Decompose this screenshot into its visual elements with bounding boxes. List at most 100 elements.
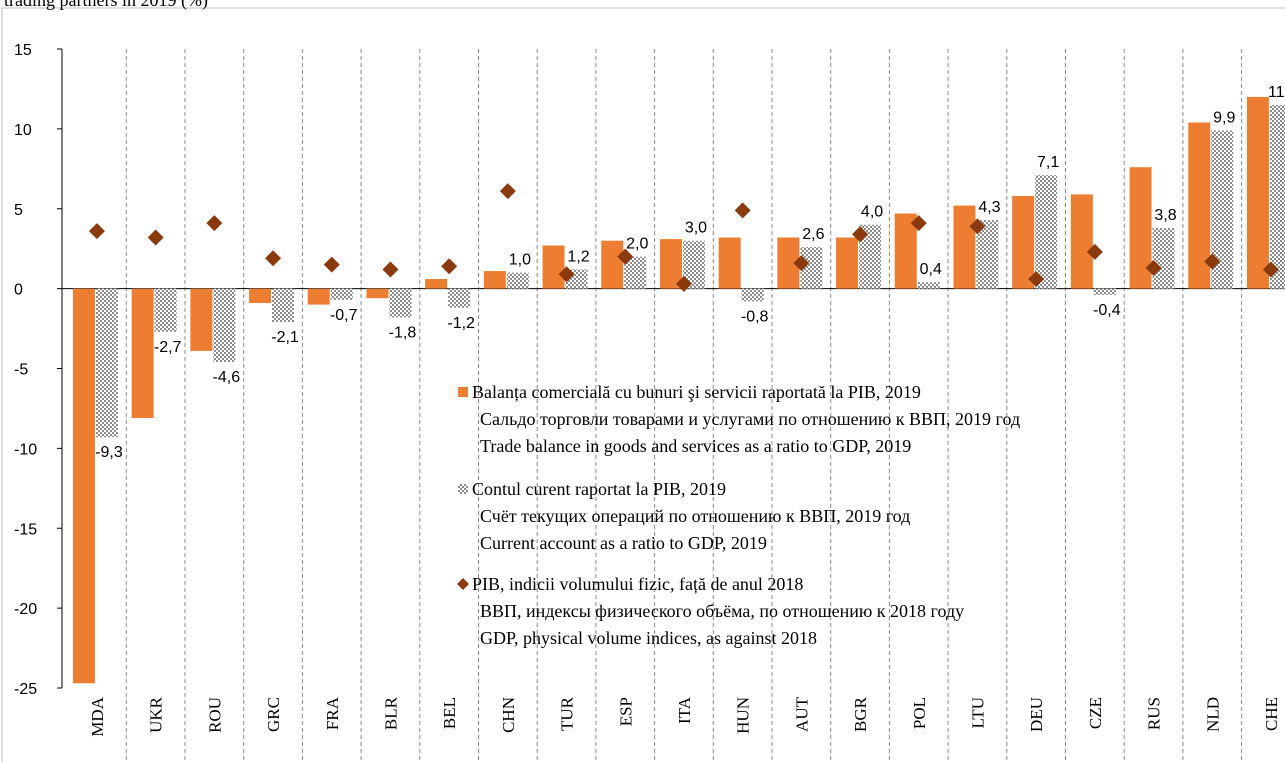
data-label: 9,9 — [1213, 109, 1235, 126]
bar — [72, 288, 95, 684]
x-tick-label: ESP — [616, 697, 635, 726]
diamond — [734, 202, 751, 219]
data-label: 4,3 — [978, 199, 1000, 216]
diamond — [499, 183, 516, 200]
legend-swatch — [458, 387, 468, 397]
legend-label: Contul curent raportat la PIB, 2019 — [472, 479, 726, 499]
hatched-bar — [1211, 130, 1234, 289]
hatched-bar — [917, 282, 940, 289]
hatched-bar — [330, 288, 353, 300]
bar — [718, 237, 741, 289]
diamond — [910, 215, 927, 232]
x-tick-label: DEU — [1027, 697, 1046, 732]
legend-label: Счёт текущих операций по отношению к ВВП… — [480, 506, 910, 526]
y-tick-label: 5 — [14, 202, 23, 219]
data-label: -2,7 — [154, 339, 182, 356]
bar — [307, 288, 330, 305]
hatched-bar — [859, 224, 882, 289]
legend-label: GDP, physical volume indices, as against… — [480, 628, 817, 648]
data-label: 1,2 — [567, 248, 589, 265]
hatched-bar — [682, 240, 705, 289]
bar — [601, 240, 624, 289]
bar — [1129, 167, 1152, 289]
y-tick-label: -5 — [14, 362, 28, 379]
x-tick-label: CHN — [499, 697, 518, 733]
data-label: 0,4 — [920, 261, 942, 278]
x-tick-label: UKR — [147, 696, 166, 733]
y-tick-label: -25 — [14, 681, 37, 698]
diamond — [675, 275, 692, 292]
diamond — [88, 223, 105, 240]
bar — [366, 288, 389, 299]
hatched-bar — [741, 288, 764, 302]
diamond — [265, 250, 282, 267]
x-tick-label: ROU — [205, 697, 224, 733]
data-label: 7,1 — [1037, 154, 1059, 171]
legend-label: Сальдо торговли товарами и услугами по о… — [480, 409, 1020, 429]
bar — [131, 288, 154, 419]
hatched-bar — [506, 272, 529, 289]
frame — [1, 7, 1285, 762]
hatched-bar — [1093, 288, 1116, 296]
data-label: -0,7 — [330, 307, 358, 324]
hatched-bar — [213, 288, 236, 363]
x-tick-label: GRC — [264, 697, 283, 732]
data-label: -9,3 — [95, 444, 123, 461]
data-label: 3,0 — [685, 220, 707, 237]
diamond — [1145, 259, 1162, 276]
x-tick-label: MDA — [88, 696, 107, 736]
data-label: -1,2 — [447, 315, 475, 332]
y-tick-label: 0 — [14, 282, 23, 299]
hatched-bar — [154, 288, 177, 332]
x-tick-label: RUS — [1145, 697, 1164, 730]
y-tick-label: -10 — [14, 441, 37, 458]
bar — [542, 245, 565, 289]
y-tick-label: 10 — [14, 122, 32, 139]
bar — [894, 213, 917, 289]
legend-swatch — [458, 484, 468, 494]
x-tick-label: HUN — [734, 697, 753, 734]
data-label: 11,5 — [1268, 84, 1285, 101]
data-label: 4,0 — [861, 204, 883, 221]
data-label: -0,4 — [1093, 302, 1121, 319]
x-tick-label: FRA — [323, 696, 342, 730]
chart-title: trading partners in 2019 (%) — [4, 0, 208, 11]
x-tick-label: NLD — [1203, 697, 1222, 732]
diamond — [323, 256, 340, 273]
hatched-bar — [272, 288, 295, 323]
diamond — [1204, 253, 1221, 270]
hatched-bar — [95, 288, 118, 438]
legend-label: Trade balance in goods and services as a… — [480, 436, 911, 456]
x-tick-label: POL — [910, 697, 929, 729]
data-label: 2,6 — [802, 226, 824, 243]
x-tick-label: BGR — [851, 696, 870, 732]
legend-label: Current account as a ratio to GDP, 2019 — [480, 533, 767, 553]
diamond — [441, 258, 458, 275]
x-tick-label: ITA — [675, 696, 694, 724]
diamond — [1262, 261, 1279, 278]
diamond — [969, 218, 986, 235]
y-tick-label: -20 — [14, 601, 37, 618]
bar — [249, 288, 272, 304]
legend-label: Balanța comercială cu bunuri şi servicii… — [472, 382, 921, 402]
y-tick-label: 15 — [14, 42, 32, 59]
data-label: -0,8 — [741, 308, 769, 325]
y-tick-label: -15 — [14, 521, 37, 538]
data-label: -2,1 — [271, 329, 299, 346]
diamond — [382, 261, 399, 278]
diamond — [852, 226, 869, 243]
bar — [190, 288, 213, 351]
data-label: -4,6 — [213, 369, 241, 386]
bar — [1012, 195, 1035, 289]
legend-label: ВВП, индексы физического объёма, по отно… — [480, 601, 964, 621]
hatched-bar — [389, 288, 412, 318]
bar — [1246, 96, 1269, 289]
hatched-bar — [1035, 175, 1058, 289]
hatched-bar — [1152, 227, 1175, 289]
bar — [659, 239, 682, 289]
diamond — [206, 215, 223, 232]
hatched-bar — [624, 256, 647, 289]
hatched-bar — [976, 219, 999, 289]
